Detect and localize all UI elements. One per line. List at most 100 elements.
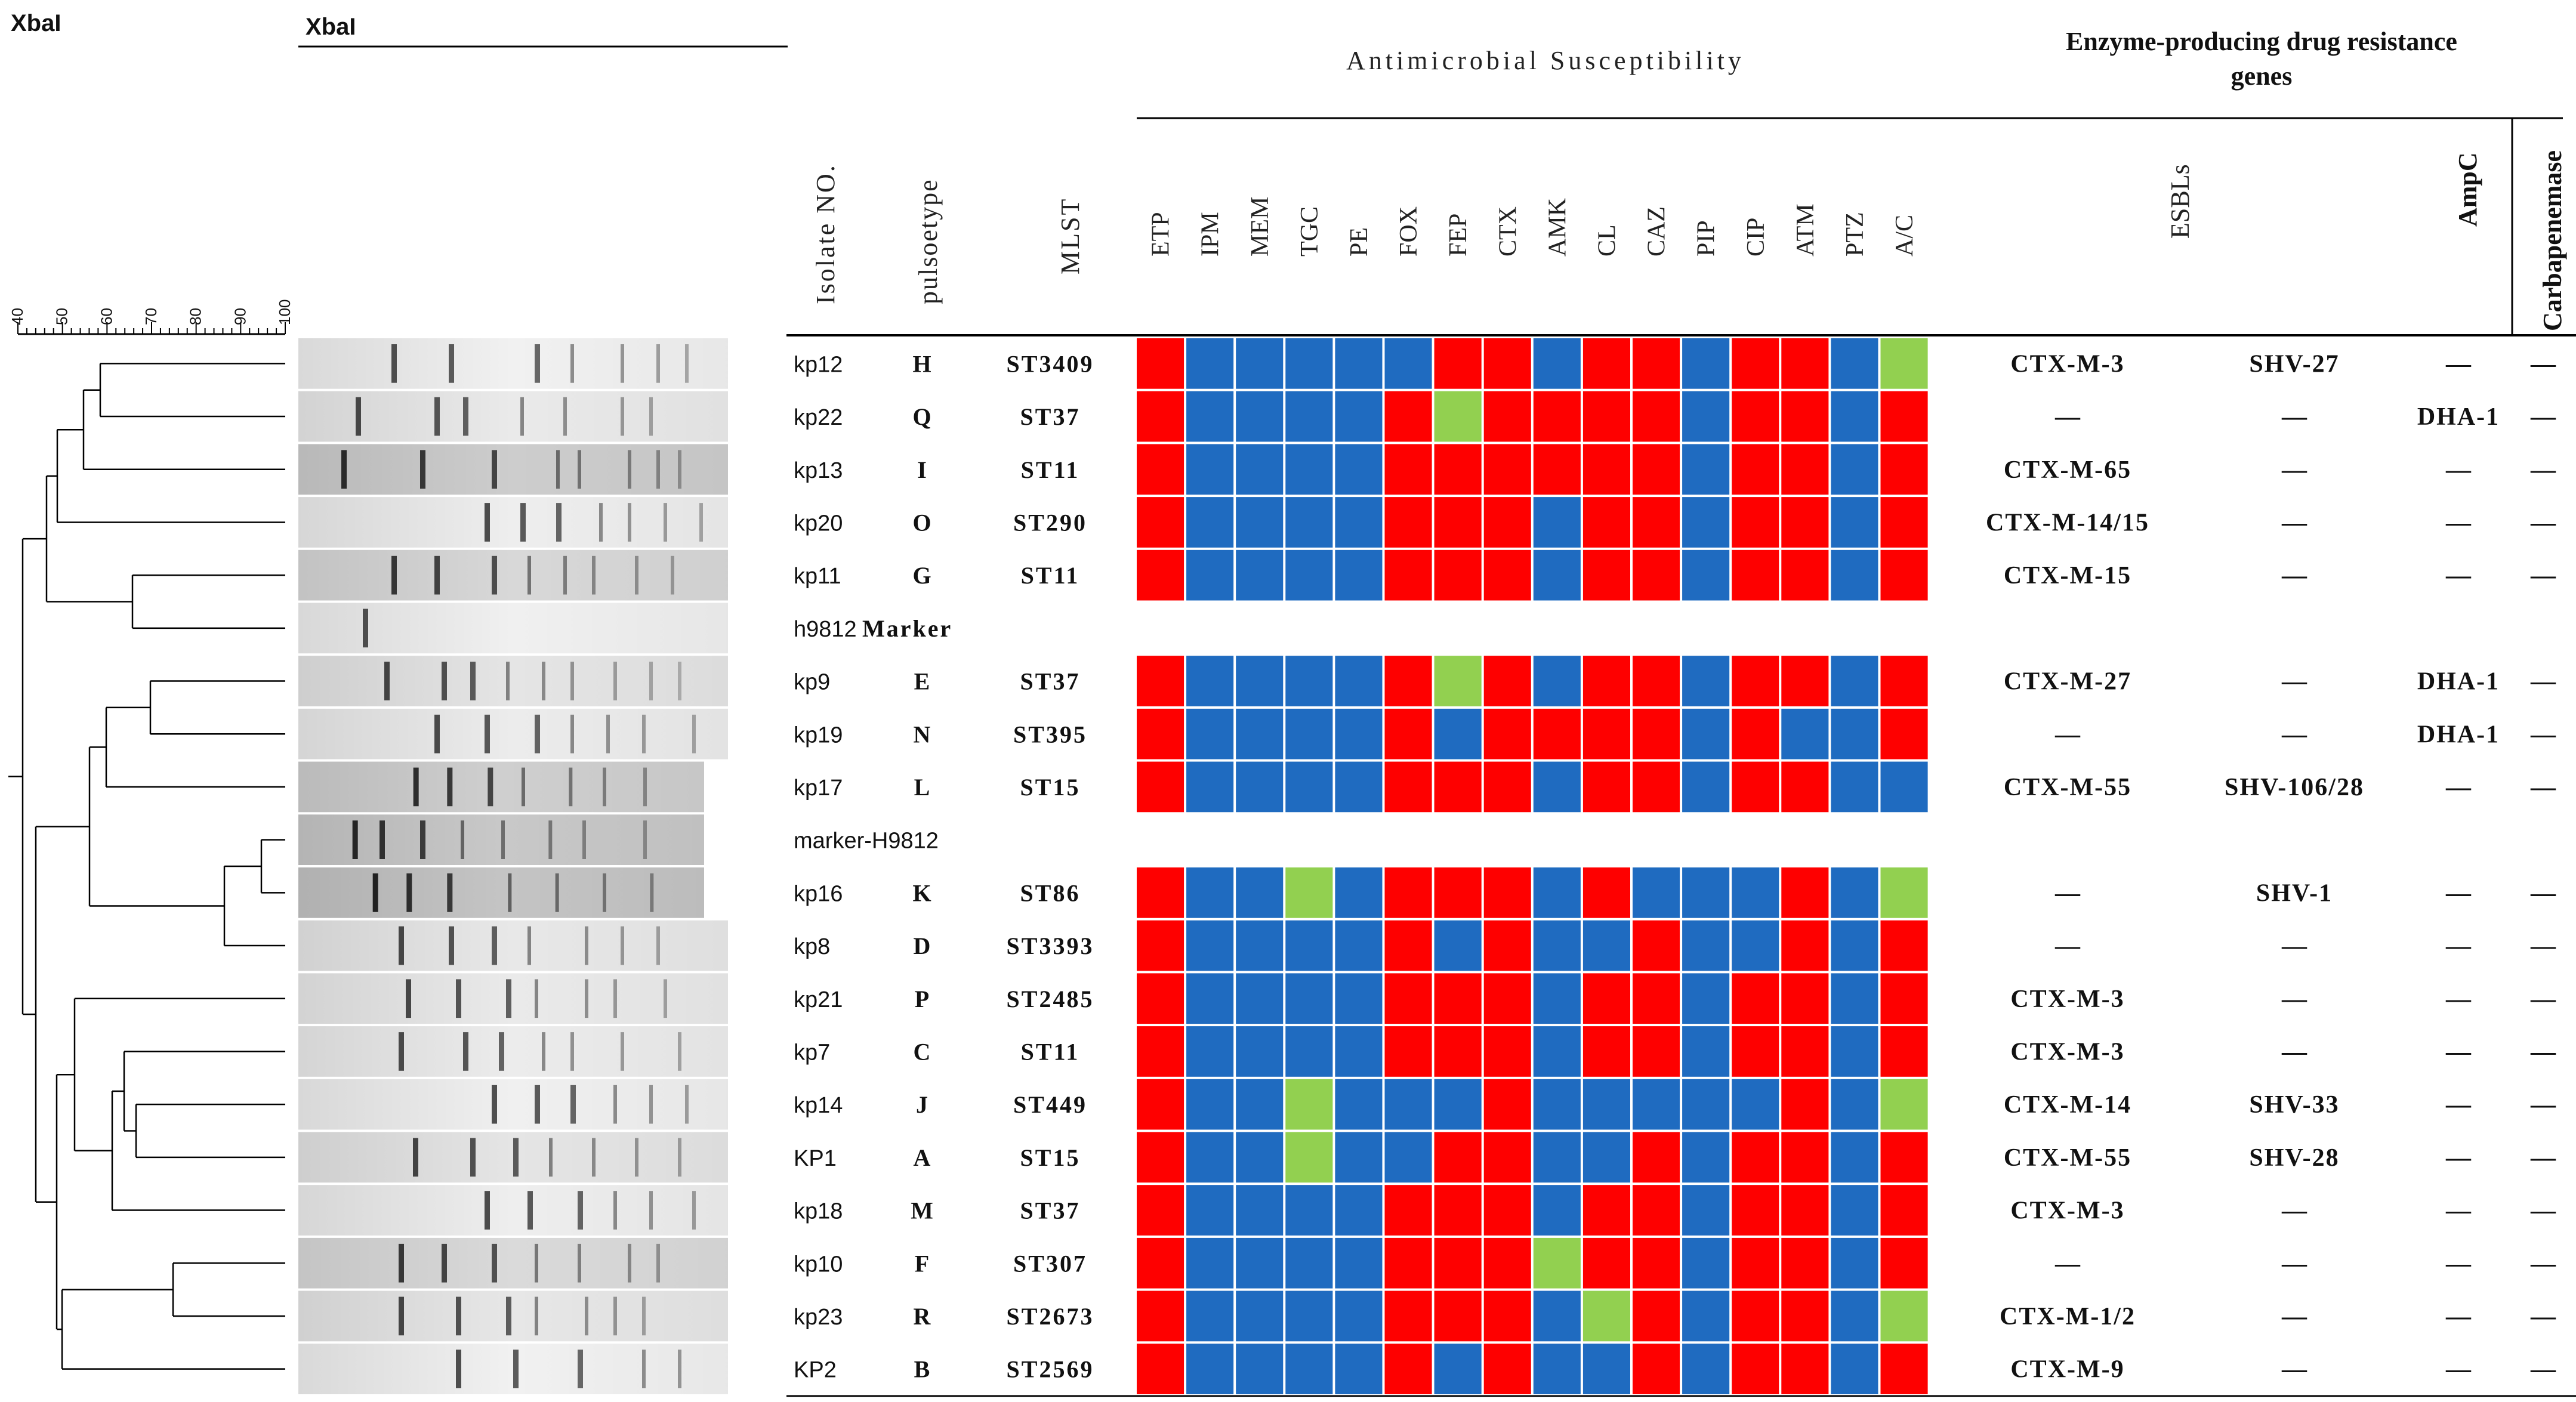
- ast-cell-ipm-susceptible: [1186, 761, 1234, 813]
- shv-gene: SHV-106/28: [2225, 774, 2364, 801]
- ast-cell-ipm-susceptible: [1186, 444, 1234, 495]
- ast-cell-a-c-resistant: [1880, 920, 1928, 971]
- ast-cell-atm-resistant: [1781, 444, 1829, 495]
- isolate-label: kp21: [794, 987, 843, 1012]
- ast-cell-pip-susceptible: [1682, 708, 1730, 759]
- gel-band: [520, 397, 524, 436]
- gel-band: [678, 1032, 681, 1071]
- pulsotype-value: P: [915, 986, 929, 1012]
- gel-band: [506, 662, 510, 700]
- ast-cell-fep-resistant: [1434, 1185, 1482, 1236]
- gel-band: [384, 662, 390, 700]
- shv-gene: SHV-27: [2249, 350, 2339, 378]
- table-row: kp20 O ST290 CTX-M-14/15 — — —: [794, 497, 2556, 548]
- ast-cell-mem-susceptible: [1236, 1290, 1284, 1342]
- gel-band: [399, 1296, 404, 1336]
- carbapenemase-gene: —: [2530, 986, 2556, 1013]
- ast-cell-cl-resistant: [1582, 497, 1630, 548]
- ampc-gene: —: [2445, 456, 2472, 484]
- esbl-gene: —: [2054, 721, 2081, 748]
- gel-band: [621, 1032, 624, 1071]
- gel-band: [535, 979, 538, 1018]
- ast-cell-amk-susceptible: [1533, 761, 1581, 813]
- table-row: KP2 B ST2569 CTX-M-9 — — —: [794, 1344, 2556, 1394]
- ast-cell-mem-susceptible: [1236, 920, 1284, 971]
- gel-lane: [298, 761, 704, 813]
- esbl-gene: —: [2054, 403, 2081, 431]
- ast-cell-ptz-susceptible: [1831, 708, 1878, 759]
- ast-cell-fep-susceptible: [1434, 708, 1482, 759]
- shv-gene: —: [2281, 932, 2307, 960]
- pulsotype-value: R: [914, 1303, 931, 1330]
- gel-band: [563, 555, 567, 595]
- table-row: kp10 F ST307 — — — —: [794, 1237, 2556, 1289]
- ast-cell-atm-resistant: [1781, 549, 1829, 601]
- gel-band: [520, 503, 526, 542]
- enzyme-header-line2: genes: [2231, 61, 2293, 91]
- gel-band: [621, 397, 624, 436]
- ast-cell-ctx-resistant: [1483, 1237, 1531, 1289]
- gel-band: [527, 1191, 533, 1230]
- ast-cell-caz-susceptible: [1633, 867, 1680, 918]
- ast-cell-ctx-resistant: [1483, 867, 1531, 918]
- table-row: kp18 M ST37 CTX-M-3 — — —: [794, 1185, 2556, 1236]
- ast-cell-tgc-susceptible: [1285, 549, 1333, 601]
- ast-cell-ptz-susceptible: [1831, 391, 1878, 442]
- ast-cell-atm-resistant: [1781, 338, 1829, 389]
- gel-lane-shading: [298, 603, 728, 654]
- isolate-label: kp9: [794, 670, 830, 695]
- isolate-no-header: Isolate NO.: [811, 163, 840, 304]
- gel-band: [635, 555, 638, 595]
- carbapenemase-gene: —: [2530, 1250, 2556, 1277]
- isolate-label: kp8: [794, 934, 830, 959]
- gel-band: [570, 1032, 574, 1071]
- ast-cell-cl-susceptible: [1582, 1344, 1630, 1394]
- ast-cell-cip-resistant: [1732, 1026, 1779, 1077]
- ast-cell-caz-resistant: [1633, 973, 1680, 1024]
- gel-band: [372, 873, 378, 912]
- ast-cell-cip-resistant: [1732, 761, 1779, 813]
- gel-lane: [298, 1079, 728, 1130]
- gel-band: [399, 926, 404, 965]
- ampc-gene: —: [2445, 1197, 2472, 1225]
- mlst-value: ST15: [1020, 1144, 1081, 1171]
- ast-cell-tgc-susceptible: [1285, 920, 1333, 971]
- ast-cell-cip-susceptible: [1732, 867, 1779, 918]
- gel-lane-shading: [298, 391, 728, 442]
- pulsotype-value: K: [912, 879, 931, 906]
- mlst-value: ST3409: [1007, 350, 1094, 377]
- ast-cell-fep-resistant: [1434, 973, 1482, 1024]
- ast-cell-fox-resistant: [1384, 1344, 1432, 1394]
- ast-cell-fox-resistant: [1384, 1026, 1432, 1077]
- gel-band: [447, 767, 453, 807]
- mlst-value: ST307: [1013, 1250, 1087, 1277]
- gel-lane: [298, 1344, 728, 1394]
- ast-cell-pip-susceptible: [1682, 391, 1730, 442]
- carbapenemase-gene: —: [2530, 509, 2556, 536]
- gel-band: [569, 767, 573, 807]
- ampc-gene: —: [2445, 509, 2472, 536]
- ast-cell-ptz-susceptible: [1831, 1290, 1878, 1342]
- gel-band: [656, 450, 660, 489]
- ast-cell-amk-susceptible: [1533, 1079, 1581, 1130]
- ast-cell-caz-resistant: [1633, 1344, 1680, 1394]
- gel-band: [341, 450, 347, 489]
- ast-cell-pip-susceptible: [1682, 761, 1730, 813]
- carbapenemase-gene: —: [2530, 721, 2556, 748]
- mlst-value: ST86: [1020, 879, 1081, 906]
- gel-band: [570, 662, 574, 700]
- ast-cell-cl-resistant: [1582, 656, 1630, 706]
- gel-band: [542, 1032, 545, 1071]
- ast-cell-amk-susceptible: [1533, 549, 1581, 601]
- gel-band: [570, 344, 574, 383]
- isolate-label: kp17: [794, 776, 843, 801]
- ast-cell-etp-resistant: [1137, 973, 1184, 1024]
- ast-cell-caz-resistant: [1633, 338, 1680, 389]
- ast-cell-pe-susceptible: [1335, 549, 1383, 601]
- gel-band: [582, 820, 586, 859]
- ast-cell-pip-susceptible: [1682, 338, 1730, 389]
- gel-band: [649, 1191, 653, 1230]
- gel-lane: [298, 444, 728, 495]
- ast-cell-pip-susceptible: [1682, 497, 1730, 548]
- ast-cell-mem-susceptible: [1236, 761, 1284, 813]
